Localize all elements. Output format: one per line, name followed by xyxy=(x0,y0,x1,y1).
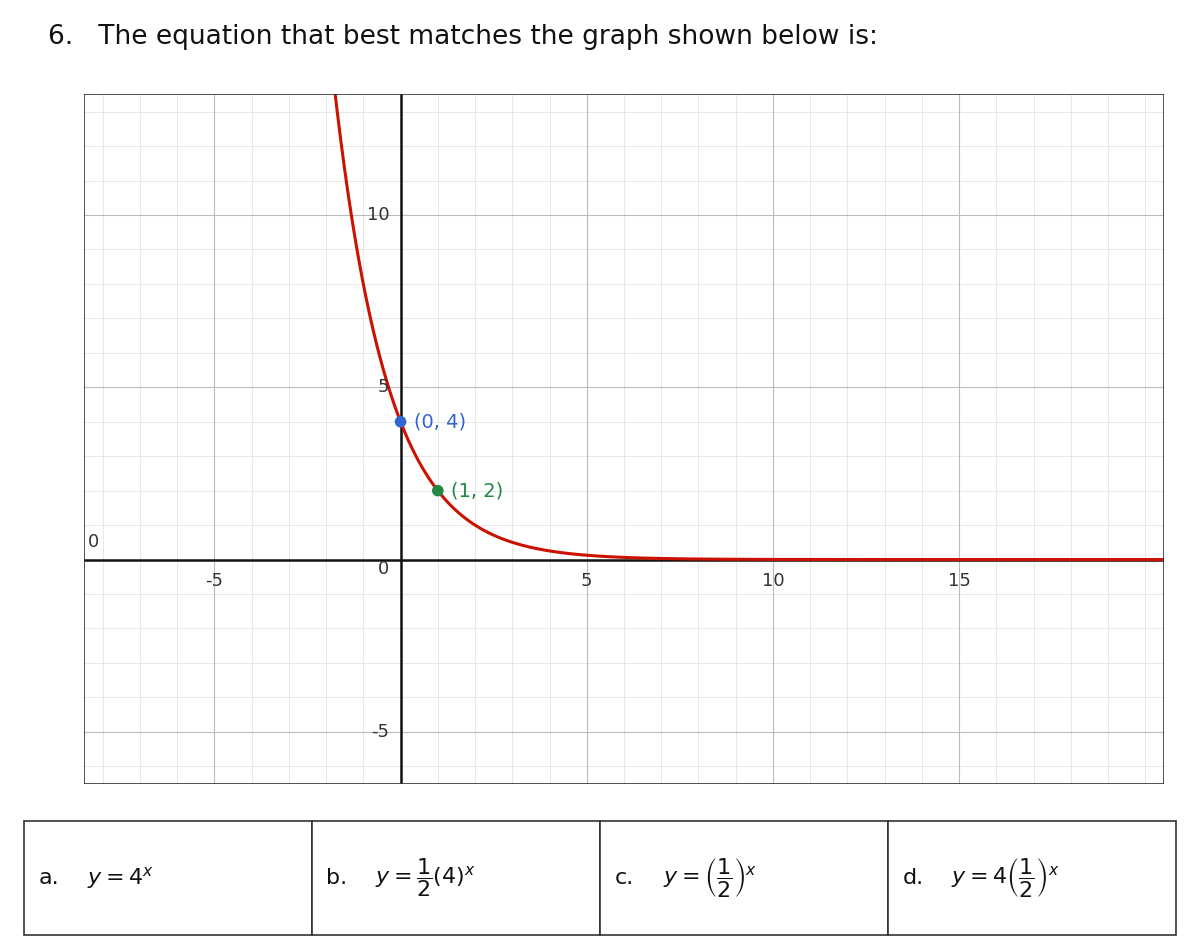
Text: -5: -5 xyxy=(205,572,223,590)
Text: 5: 5 xyxy=(581,572,593,590)
Text: a.: a. xyxy=(38,868,59,888)
Text: 5: 5 xyxy=(378,379,389,396)
Point xyxy=(428,483,448,498)
Text: 10: 10 xyxy=(367,206,389,224)
Text: b.: b. xyxy=(326,868,348,888)
Text: c.: c. xyxy=(614,868,634,888)
Text: $y = 4^x$: $y = 4^x$ xyxy=(88,865,154,891)
Text: $y = \left(\dfrac{1}{2}\right)^x$: $y = \left(\dfrac{1}{2}\right)^x$ xyxy=(664,856,757,900)
Text: d.: d. xyxy=(902,868,924,888)
Text: -5: -5 xyxy=(371,723,389,741)
Point xyxy=(391,414,410,430)
Text: (1, 2): (1, 2) xyxy=(451,481,503,500)
Text: $y = 4\left(\dfrac{1}{2}\right)^x$: $y = 4\left(\dfrac{1}{2}\right)^x$ xyxy=(952,856,1060,900)
Text: 0: 0 xyxy=(378,560,389,578)
Text: $y = \dfrac{1}{2}(4)^x$: $y = \dfrac{1}{2}(4)^x$ xyxy=(376,856,476,900)
Text: 10: 10 xyxy=(762,572,785,590)
Text: (0, 4): (0, 4) xyxy=(414,413,466,431)
Text: 6.   The equation that best matches the graph shown below is:: 6. The equation that best matches the gr… xyxy=(48,24,878,50)
Text: 15: 15 xyxy=(948,572,971,590)
Text: 0: 0 xyxy=(88,533,98,551)
